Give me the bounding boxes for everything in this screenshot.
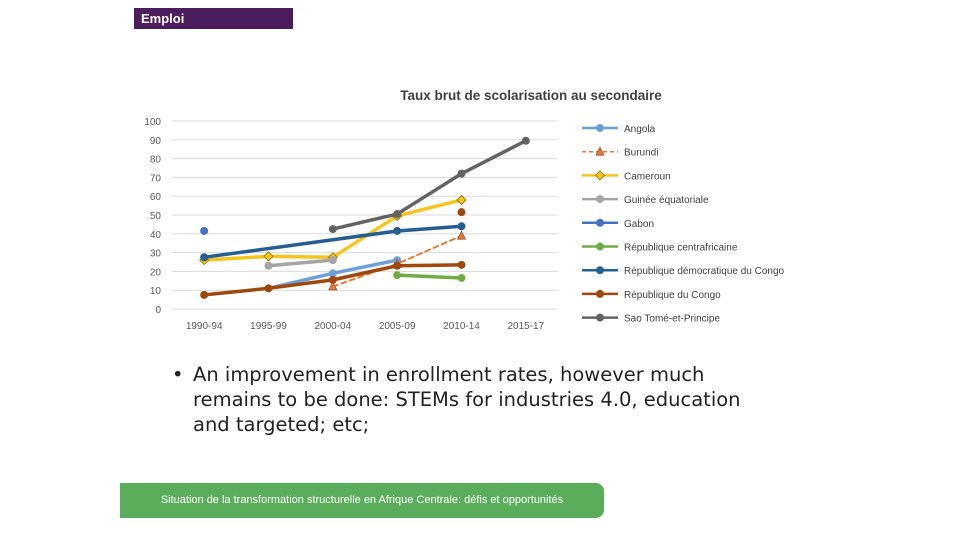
series-guinee-equatoriale	[264, 256, 337, 270]
x-tick-labels: 1990-94 1995-99 2000-04 2005-09 2010-14 2015-…	[186, 321, 545, 332]
legend-item-sao-tome-et-principe: Sao Tomé-et-Principe	[582, 313, 720, 325]
data-point	[328, 275, 337, 284]
series-layer	[199, 136, 530, 299]
legend-item-republique-democratique-du-congo: République démocratique du Congo	[582, 266, 785, 277]
legend-label: République démocratique du Congo	[624, 266, 785, 277]
y-tick-label: 60	[150, 192, 162, 203]
y-tick-label: 30	[150, 249, 162, 260]
x-tick-label: 1990-94	[186, 321, 223, 332]
legend-item-gabon: Gabon	[582, 218, 654, 230]
y-tick-label: 50	[150, 211, 162, 222]
data-point	[393, 261, 402, 270]
data-point	[264, 261, 273, 270]
x-tick-label: 2010-14	[443, 321, 480, 332]
bullet-marker: •	[172, 363, 184, 386]
x-tick-label: 1995-99	[250, 321, 287, 332]
y-tick-labels: 0 10 20 30 40 50 60 70 80 90 100	[144, 117, 161, 316]
data-point	[328, 225, 337, 234]
legend-marker	[596, 242, 604, 251]
data-point	[457, 222, 466, 231]
series-republique-democratique-du-congo	[200, 222, 466, 262]
legend-label: République centrafricaine	[624, 243, 738, 254]
y-tick-label: 0	[155, 305, 161, 316]
y-tick-label: 70	[150, 173, 162, 184]
legend-label: Angola	[624, 124, 656, 135]
legend-label: Cameroun	[624, 171, 671, 182]
legend-label: Sao Tomé-et-Principe	[624, 314, 720, 325]
data-point	[393, 226, 402, 235]
series-sao-tome-et-principe	[328, 136, 530, 234]
legend-marker	[596, 289, 604, 298]
series-line	[331, 138, 528, 231]
legend-marker	[596, 266, 604, 275]
series-republique-centrafricaine	[393, 271, 466, 282]
legend-item-cameroun: Cameroun	[582, 170, 671, 182]
data-point	[521, 136, 530, 145]
chart-title: Taux brut de scolarisation au secondaire	[400, 88, 662, 103]
data-point	[328, 256, 337, 265]
legend-label: Gabon	[624, 219, 654, 230]
data-point	[328, 281, 338, 291]
legend-marker	[596, 195, 604, 204]
legend-marker	[596, 313, 604, 322]
y-tick-label: 90	[150, 136, 162, 147]
data-point	[457, 260, 466, 269]
series-line	[266, 258, 335, 268]
section-badge: Emploi	[134, 8, 293, 29]
legend-label: Guinée équatoriale	[624, 195, 709, 206]
data-point	[200, 253, 209, 262]
data-point	[456, 194, 467, 206]
data-point	[263, 251, 274, 262]
data-point	[200, 226, 209, 235]
x-tick-label: 2005-09	[379, 321, 416, 332]
legend-label: Burundi	[624, 148, 658, 159]
footer-bar: Situation de la transformation structure…	[120, 483, 604, 518]
data-point	[393, 210, 402, 219]
footer-text: Situation de la transformation structure…	[160, 494, 564, 506]
y-tick-label: 10	[150, 286, 162, 297]
legend-item-republique-centrafricaine: République centrafricaine	[582, 242, 738, 254]
data-point	[328, 269, 337, 278]
legend-item-guinee-equatoriale: Guinée équatoriale	[582, 195, 709, 206]
data-point	[457, 273, 466, 282]
data-point	[264, 284, 273, 293]
series-republique-du-congo	[200, 260, 466, 299]
legend-item-burundi: Burundi	[582, 146, 658, 159]
legend-marker	[596, 124, 604, 132]
series-gabon	[200, 226, 209, 235]
x-tick-label: 2015-17	[507, 321, 544, 332]
legend: Angola Burundi Cameroun Guinée équatoriale G…	[582, 124, 785, 325]
data-point	[200, 290, 209, 299]
x-tick-label: 2000-04	[314, 321, 351, 332]
y-tick-label: 20	[150, 267, 162, 278]
legend-label: République du Congo	[624, 290, 721, 301]
bullet-text: An improvement in enrollment rates, howe…	[193, 363, 741, 436]
bullet-point: • An improvement in enrollment rates, ho…	[172, 362, 772, 437]
series-burundi	[328, 230, 467, 291]
y-tick-label: 80	[150, 155, 162, 166]
enrollment-line-chart: Taux brut de scolarisation au secondaire…	[144, 88, 785, 332]
data-point	[393, 271, 402, 280]
legend-marker	[596, 218, 604, 227]
grid-layer	[172, 120, 558, 310]
legend-item-republique-du-congo: République du Congo	[582, 289, 721, 301]
series-line	[395, 273, 464, 280]
y-tick-label: 40	[150, 230, 162, 241]
legend-item-angola: Angola	[582, 124, 656, 135]
y-tick-label: 100	[144, 117, 161, 128]
legend-marker	[595, 146, 605, 156]
data-point	[456, 230, 467, 240]
data-point	[457, 169, 466, 178]
legend-marker	[594, 170, 606, 181]
data-point-extra	[457, 208, 466, 217]
